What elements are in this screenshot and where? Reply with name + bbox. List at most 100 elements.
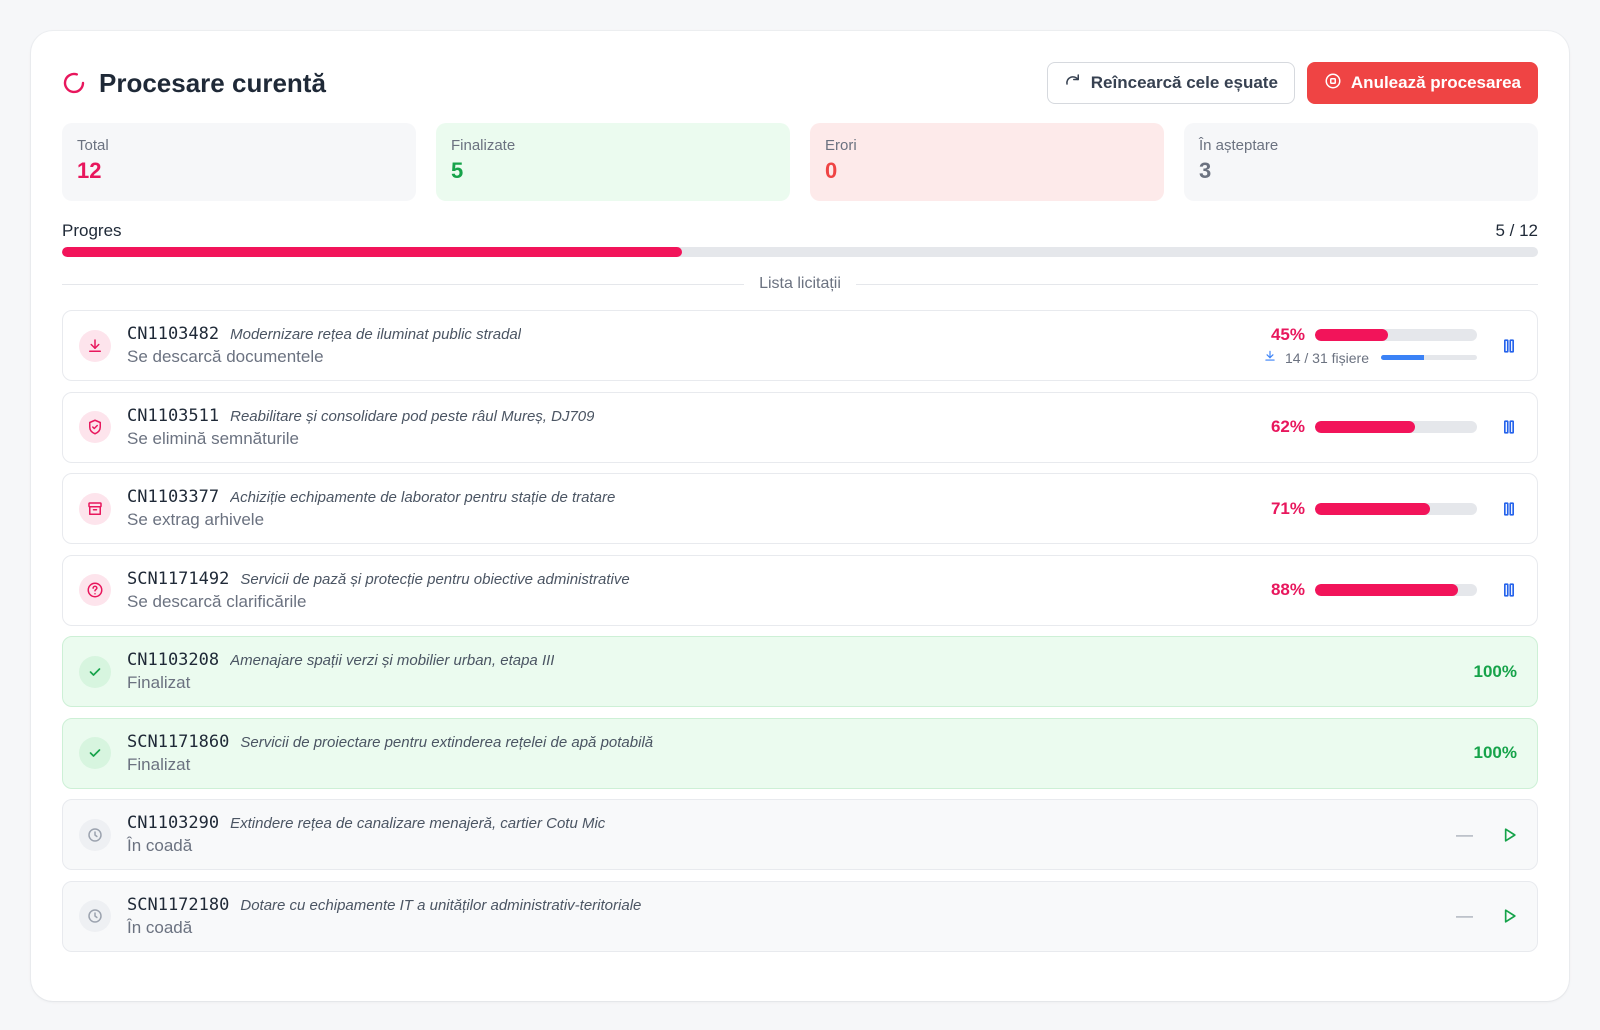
retry-failed-button[interactable]: Reîncearcă cele eșuate (1046, 62, 1295, 104)
processing-card: Procesare curentă Reîncearcă cele eșuate… (31, 31, 1569, 1001)
tender-progress-bar (1315, 502, 1477, 515)
tender-progress-bar (1315, 584, 1477, 596)
retry-icon (1064, 72, 1082, 95)
tender-code: CN1103290 (127, 813, 220, 833)
play-icon (1504, 909, 1516, 923)
tender-code: SCN1171492 (127, 568, 230, 589)
stat-finished: Finalizate 5 (436, 123, 790, 201)
tender-status: Se extrag arhivele (127, 510, 265, 529)
files-count: 14 / 31 fișiere (1284, 349, 1369, 366)
list-item[interactable]: CN1103377 Achiziție echipamente de labor… (62, 473, 1538, 544)
stat-errors: Erori 0 (810, 123, 1164, 201)
stat-total: Total 12 (62, 123, 416, 201)
tender-code: CN1103208 (127, 650, 220, 670)
stat-value: 0 (825, 158, 838, 183)
pause-button[interactable] (1497, 415, 1521, 439)
list-item[interactable]: SCN1171492 Servicii de pază și protecție… (62, 554, 1538, 626)
play-button[interactable] (1497, 823, 1521, 847)
stat-waiting: În așteptare 3 (1184, 123, 1538, 201)
header-actions: Reîncearcă cele eșuate Anulează procesar… (1046, 62, 1538, 104)
cancel-processing-label: Anulează procesarea (1350, 73, 1521, 92)
pause-button[interactable] (1497, 334, 1521, 358)
tender-code: CN1103377 (127, 487, 220, 507)
tender-description: Extindere rețea de canalizare menajeră, … (230, 815, 606, 832)
tender-code: CN1103482 (127, 324, 220, 344)
tender-percent: 100% (1473, 743, 1517, 762)
title-group: Procesare curentă (62, 68, 326, 99)
shield-icon (79, 411, 111, 443)
spinner-icon (62, 71, 86, 95)
retry-failed-label: Reîncearcă cele eșuate (1090, 73, 1278, 92)
list-item[interactable]: SCN1172180 Dotare cu echipamente IT a un… (62, 880, 1538, 952)
tender-description: Servicii de proiectare pentru extinderea… (240, 733, 654, 751)
tender-status: Se elimină semnăturile (127, 428, 299, 448)
cancel-processing-button[interactable]: Anulează procesarea (1306, 62, 1538, 104)
progress-label: Progres (62, 221, 122, 240)
tender-description: Achiziție echipamente de laborator pentr… (230, 489, 616, 506)
tender-code: SCN1172180 (127, 894, 230, 915)
stop-icon (1324, 72, 1342, 95)
check-icon (79, 737, 111, 769)
tender-status: Finalizat (127, 673, 191, 692)
list-item[interactable]: CN1103482 Modernizare rețea de iluminat … (62, 310, 1538, 381)
pause-icon (1504, 583, 1514, 597)
list-title: Lista licitații (759, 275, 841, 292)
files-progress: 14 / 31 fișiere (1263, 349, 1477, 366)
tender-progress-bar (1315, 421, 1477, 433)
progress-count: 5 / 12 (1495, 221, 1538, 240)
tender-status: În coadă (127, 836, 193, 855)
pause-icon (1504, 420, 1514, 434)
list-item[interactable]: CN1103511 Reabilitare și consolidare pod… (62, 391, 1538, 463)
tender-percent: 71% (1270, 498, 1305, 518)
stat-value: 5 (451, 158, 464, 183)
tender-code: SCN1171860 (127, 731, 230, 752)
tender-description: Servicii de pază și protecție pentru obi… (240, 570, 630, 588)
tender-description: Modernizare rețea de iluminat public str… (230, 326, 522, 343)
play-button[interactable] (1497, 904, 1521, 928)
stat-label: În așteptare (1199, 137, 1279, 154)
tender-percent: 100% (1473, 661, 1517, 681)
list-item[interactable]: SCN1171860 Servicii de proiectare pentru… (62, 717, 1538, 789)
tender-percent: 88% (1270, 580, 1305, 599)
stat-value: 12 (77, 158, 102, 183)
stat-value: 3 (1199, 158, 1212, 183)
download-icon (1263, 349, 1277, 366)
overall-progress: Progres 5 / 12 (62, 221, 1538, 257)
list-item[interactable]: CN1103290 Extindere rețea de canalizare … (62, 799, 1538, 870)
archive-icon (79, 492, 111, 525)
progress-fill (62, 247, 682, 257)
progress-track (62, 247, 1538, 257)
stat-label: Total (77, 137, 109, 154)
pause-icon (1504, 338, 1514, 353)
tender-list: CN1103482 Modernizare rețea de iluminat … (62, 310, 1538, 962)
tender-description: Dotare cu echipamente IT a unităților ad… (240, 896, 642, 914)
download-icon (79, 329, 111, 362)
page-title: Procesare curentă (99, 67, 326, 98)
stat-label: Finalizate (451, 137, 516, 154)
pause-button[interactable] (1497, 497, 1521, 521)
pause-button[interactable] (1497, 578, 1521, 602)
files-progress-bar (1381, 355, 1477, 360)
list-divider: Lista licitații (62, 275, 1538, 293)
tender-status: Finalizat (127, 754, 191, 774)
tender-percent: 45% (1270, 325, 1305, 344)
stats-row: Total 12 Finalizate 5 Erori 0 În aștepta… (62, 123, 1538, 201)
pause-icon (1504, 501, 1514, 516)
tender-percent: — (1456, 906, 1473, 925)
tender-progress-bar (1315, 329, 1477, 341)
tender-code: CN1103511 (127, 405, 220, 426)
tender-percent: — (1456, 824, 1473, 844)
clock-icon (79, 900, 111, 932)
tender-status: Se descarcă documentele (127, 347, 324, 366)
tender-percent: 62% (1270, 417, 1305, 436)
check-icon (79, 655, 111, 688)
stat-label: Erori (825, 137, 857, 154)
list-item[interactable]: CN1103208 Amenajare spații verzi și mobi… (62, 636, 1538, 707)
tender-description: Reabilitare și consolidare pod peste râu… (230, 407, 595, 425)
card-header: Procesare curentă Reîncearcă cele eșuate… (62, 62, 1538, 104)
clock-icon (79, 818, 111, 851)
play-icon (1504, 827, 1516, 842)
tender-status: Se descarcă clarificările (127, 591, 307, 611)
tender-status: În coadă (127, 917, 193, 937)
help-circle-icon (79, 574, 111, 606)
